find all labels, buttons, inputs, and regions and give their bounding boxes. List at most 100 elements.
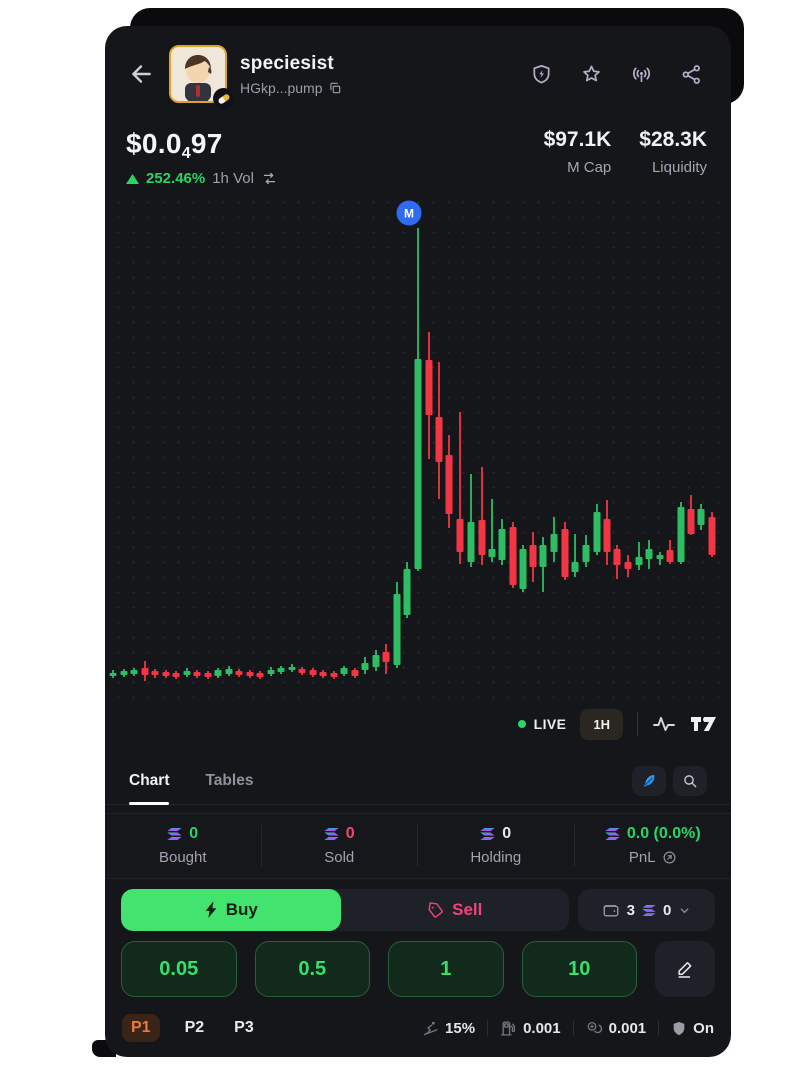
- slippage-icon: [422, 1020, 439, 1037]
- price-subscript: 4: [181, 145, 191, 162]
- change-context[interactable]: 1h Vol: [212, 170, 254, 187]
- solana-icon: [642, 904, 656, 916]
- buy-sell-segmented: Buy Sell: [121, 889, 569, 931]
- swap-arrows-icon[interactable]: [261, 171, 278, 186]
- tag-icon: [428, 901, 444, 918]
- buy-button[interactable]: Buy: [121, 889, 341, 931]
- mcap-label: M Cap: [567, 159, 612, 176]
- wallet-balance: 0: [663, 901, 672, 919]
- pill-badge: [213, 88, 234, 109]
- priority-fee-value: 0.001: [523, 1019, 561, 1037]
- header: speciesist HGkp...pump: [105, 26, 731, 109]
- header-actions: [530, 63, 711, 86]
- chart-footer: LIVE 1H: [105, 703, 731, 745]
- slippage-value: 15%: [445, 1019, 476, 1037]
- liquidity-label: Liquidity: [651, 159, 707, 176]
- mev-protection-value: On: [693, 1019, 714, 1037]
- live-indicator: LIVE: [517, 716, 567, 732]
- tab-chart[interactable]: Chart: [129, 757, 170, 805]
- candlestick-chart[interactable]: M: [105, 198, 731, 703]
- trade-controls: Buy Sell 3 0: [105, 889, 731, 931]
- wallet-icon: [603, 904, 619, 916]
- avatar-image: [169, 45, 227, 103]
- svg-text:M: M: [404, 207, 414, 221]
- security-shield-icon[interactable]: [530, 63, 553, 86]
- tx-settings: 15% 0.001 0.001: [422, 1020, 714, 1037]
- token-panel: speciesist HGkp...pump: [105, 26, 731, 1057]
- preset-profile-3[interactable]: P3: [234, 1019, 254, 1036]
- feather-icon: [643, 774, 655, 787]
- back-arrow-icon: [132, 65, 151, 83]
- token-avatar[interactable]: [169, 45, 234, 109]
- divider: [572, 1020, 574, 1036]
- pnl-share-icon[interactable]: [662, 850, 677, 865]
- market-stats: $97.1K M Cap $28.3K Liquidity: [544, 128, 707, 176]
- solana-icon: [605, 828, 620, 840]
- slippage-setting[interactable]: 15%: [422, 1020, 475, 1037]
- holding-label: Holding: [470, 849, 522, 866]
- price-change-pct: 252.46%: [146, 170, 206, 187]
- stat-bought: 0 Bought: [105, 825, 262, 866]
- token-title-block: speciesist HGkp...pump: [240, 53, 342, 96]
- candlestick-svg: M: [109, 200, 716, 681]
- holding-value: 0: [502, 825, 512, 842]
- wallet-count: 3: [626, 901, 635, 919]
- shield-icon: [671, 1020, 687, 1037]
- settings-bar: P1 P2 P3 15% 0.001: [105, 1011, 731, 1045]
- share-icon[interactable]: [680, 63, 703, 86]
- stat-sold: 0 Sold: [262, 825, 418, 866]
- tradingview-logo-icon[interactable]: [690, 716, 717, 732]
- price-section: $0.0497 252.46% 1h Vol $97.1K M Cap $28.…: [105, 104, 731, 187]
- token-name: speciesist: [240, 52, 334, 74]
- migration-marker[interactable]: M: [396, 200, 422, 226]
- coins-tip-icon: [586, 1020, 603, 1037]
- tab-tables[interactable]: Tables: [205, 771, 254, 789]
- up-triangle-icon: [126, 173, 139, 184]
- liquidity-block: $28.3K Liquidity: [639, 128, 707, 176]
- sold-value: 0: [345, 825, 355, 842]
- preset-amount-3[interactable]: 1: [388, 941, 504, 997]
- timeframe-selector[interactable]: 1H: [580, 708, 623, 740]
- sell-button[interactable]: Sell: [341, 889, 569, 931]
- amount-presets: 0.05 0.5 1 10: [105, 941, 731, 997]
- preset-profile-2[interactable]: P2: [184, 1019, 205, 1036]
- favorite-star-icon[interactable]: [580, 63, 603, 86]
- bought-label: Bought: [158, 849, 207, 866]
- broadcast-signal-icon[interactable]: [630, 63, 653, 86]
- bribe-setting[interactable]: 0.001: [586, 1019, 647, 1037]
- solana-icon: [324, 828, 339, 840]
- position-stats: 0 Bought 0 Sold 0 Holding: [105, 813, 731, 879]
- lightning-icon: [205, 902, 217, 918]
- stat-holding: 0 Holding: [418, 825, 575, 866]
- chevron-down-icon: [680, 907, 689, 913]
- priority-fee-setting[interactable]: 0.001: [500, 1020, 561, 1037]
- bribe-value: 0.001: [608, 1019, 647, 1037]
- liquidity-value: $28.3K: [639, 128, 707, 151]
- token-price: $0.0497: [126, 128, 223, 162]
- edit-presets-button[interactable]: [655, 941, 715, 997]
- feather-tool-button[interactable]: [632, 765, 666, 796]
- mcap-block: $97.1K M Cap: [544, 128, 612, 176]
- gas-pump-icon: [500, 1020, 517, 1037]
- preset-amount-4[interactable]: 10: [521, 941, 637, 997]
- divider: [637, 712, 638, 736]
- sold-label: Sold: [324, 849, 355, 866]
- mev-protection-setting[interactable]: On: [671, 1020, 714, 1037]
- search-icon: [684, 774, 697, 787]
- mcap-value: $97.1K: [543, 128, 612, 151]
- pnl-label: PnL: [628, 849, 656, 866]
- copy-icon[interactable]: [328, 81, 342, 95]
- tabs-bar: Chart Tables: [105, 757, 731, 805]
- search-button[interactable]: [673, 765, 707, 796]
- bought-value: 0: [189, 825, 199, 842]
- stat-pnl: 0.0 (0.0%) PnL: [575, 825, 732, 866]
- pulse-chart-icon[interactable]: [652, 714, 676, 734]
- pill-icon: [216, 92, 231, 105]
- preset-amount-2[interactable]: 0.5: [254, 941, 370, 997]
- solana-icon: [480, 828, 495, 840]
- back-button[interactable]: [127, 60, 155, 88]
- preset-profile-1[interactable]: P1: [122, 1014, 160, 1042]
- preset-amount-1[interactable]: 0.05: [121, 941, 237, 997]
- solana-icon: [167, 828, 182, 840]
- wallet-selector[interactable]: 3 0: [578, 889, 715, 931]
